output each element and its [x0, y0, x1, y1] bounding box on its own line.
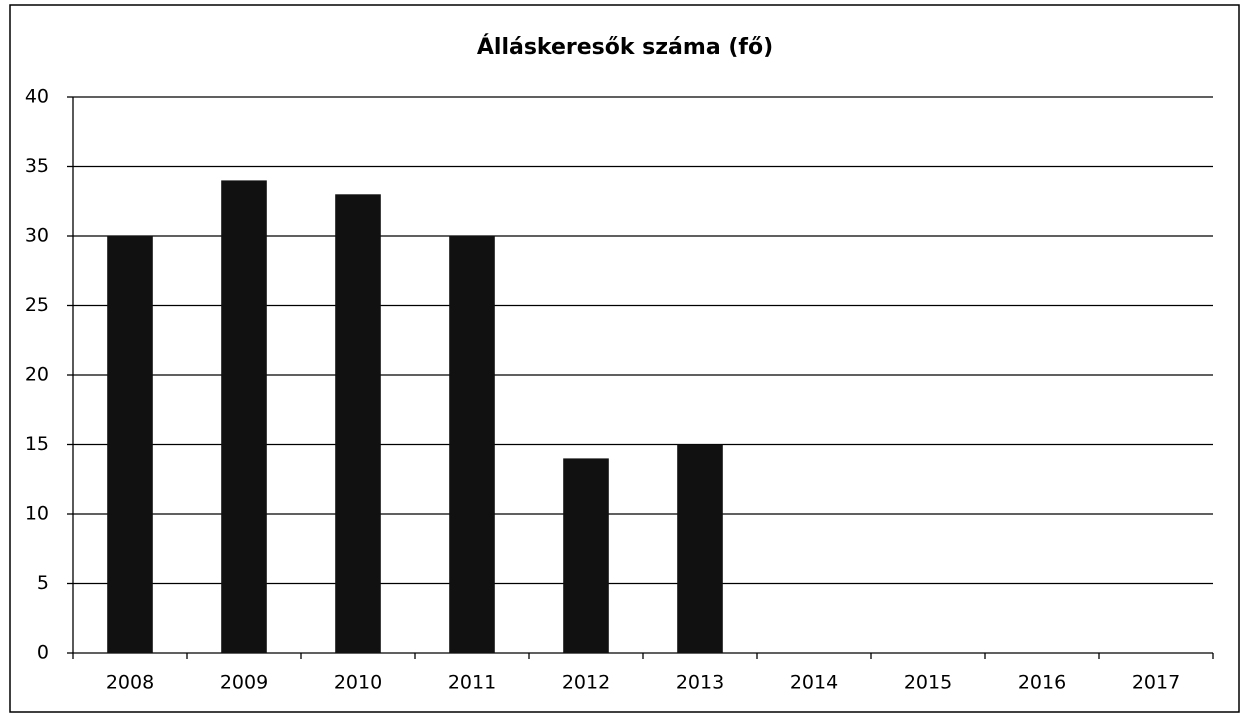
bar — [335, 194, 381, 654]
x-tick-label: 2016 — [1018, 672, 1066, 694]
x-tick-label: 2015 — [904, 672, 952, 694]
x-tick-label: 2008 — [106, 672, 154, 694]
y-tick-label: 5 — [37, 572, 49, 594]
y-tick-label: 10 — [25, 503, 49, 525]
bar — [449, 236, 495, 653]
y-tick-label: 25 — [25, 294, 49, 316]
x-tick-label: 2014 — [790, 672, 838, 694]
bar — [221, 180, 267, 653]
y-tick-label: 40 — [25, 86, 49, 108]
x-tick-label: 2010 — [334, 672, 382, 694]
chart-frame — [9, 4, 1240, 713]
y-tick-label: 15 — [25, 433, 49, 455]
x-tick-label: 2009 — [220, 672, 268, 694]
bar — [563, 458, 609, 653]
x-tick-label: 2012 — [562, 672, 610, 694]
y-tick-label: 30 — [25, 225, 49, 247]
x-tick-label: 2011 — [448, 672, 496, 694]
y-tick-label: 35 — [25, 155, 49, 177]
y-tick-label: 0 — [37, 642, 49, 664]
x-tick-label: 2013 — [676, 672, 724, 694]
x-tick-label: 2017 — [1132, 672, 1180, 694]
y-tick-label: 20 — [25, 364, 49, 386]
bar — [107, 236, 153, 653]
bar — [677, 444, 723, 653]
chart-title: Álláskeresők száma (fő) — [477, 34, 773, 60]
